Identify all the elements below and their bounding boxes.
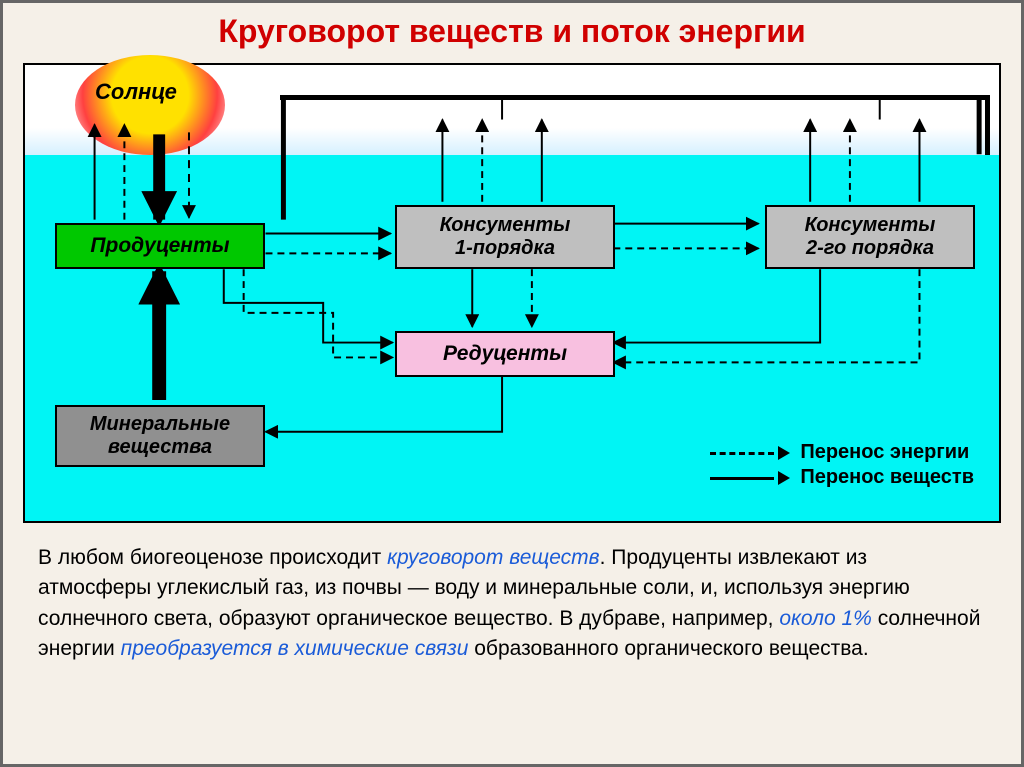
node-minerals-label: Минеральные вещества: [90, 413, 230, 459]
cap-term-convert: преобразуется в химические связи: [121, 637, 469, 660]
node-reducers-label: Редуценты: [443, 342, 567, 366]
sun: Солнце: [75, 55, 225, 145]
node-reducers: Редуценты: [395, 331, 615, 377]
legend: Перенос энергии Перенос веществ: [710, 439, 974, 491]
node-minerals: Минеральные вещества: [55, 405, 265, 467]
legend-solid-arrow-icon: [710, 469, 790, 487]
top-energy-bar: [280, 95, 989, 100]
node-producers: Продуценты: [55, 223, 265, 269]
legend-energy-label: Перенос энергии: [800, 441, 969, 464]
node-consumers1: Консументы 1-порядка: [395, 205, 615, 269]
slide-title: Круговорот веществ и поток энергии: [3, 3, 1021, 55]
legend-matter-label: Перенос веществ: [800, 466, 974, 489]
sun-label: Солнце: [95, 79, 177, 105]
legend-matter-row: Перенос веществ: [710, 466, 974, 489]
legend-energy-row: Перенос энергии: [710, 441, 974, 464]
cap-term-cycle: круговорот веществ: [387, 546, 600, 569]
cap-1: В любом биогеоценозе происходит: [38, 546, 387, 569]
caption: В любом биогеоценозе происходит круговор…: [38, 543, 986, 665]
cap-4: образованного органического вещества.: [468, 637, 868, 660]
node-consumers2-label: Консументы 2-го порядка: [805, 214, 936, 260]
cap-term-1pct: около 1%: [779, 607, 872, 630]
node-consumers2: Консументы 2-го порядка: [765, 205, 975, 269]
legend-dash-arrow-icon: [710, 444, 790, 462]
node-consumers1-label: Консументы 1-порядка: [440, 214, 571, 260]
sun-glow-icon: [75, 55, 225, 155]
node-producers-label: Продуценты: [90, 234, 229, 258]
diagram: Солнце Продуценты Консументы 1-порядка К…: [23, 63, 1001, 523]
